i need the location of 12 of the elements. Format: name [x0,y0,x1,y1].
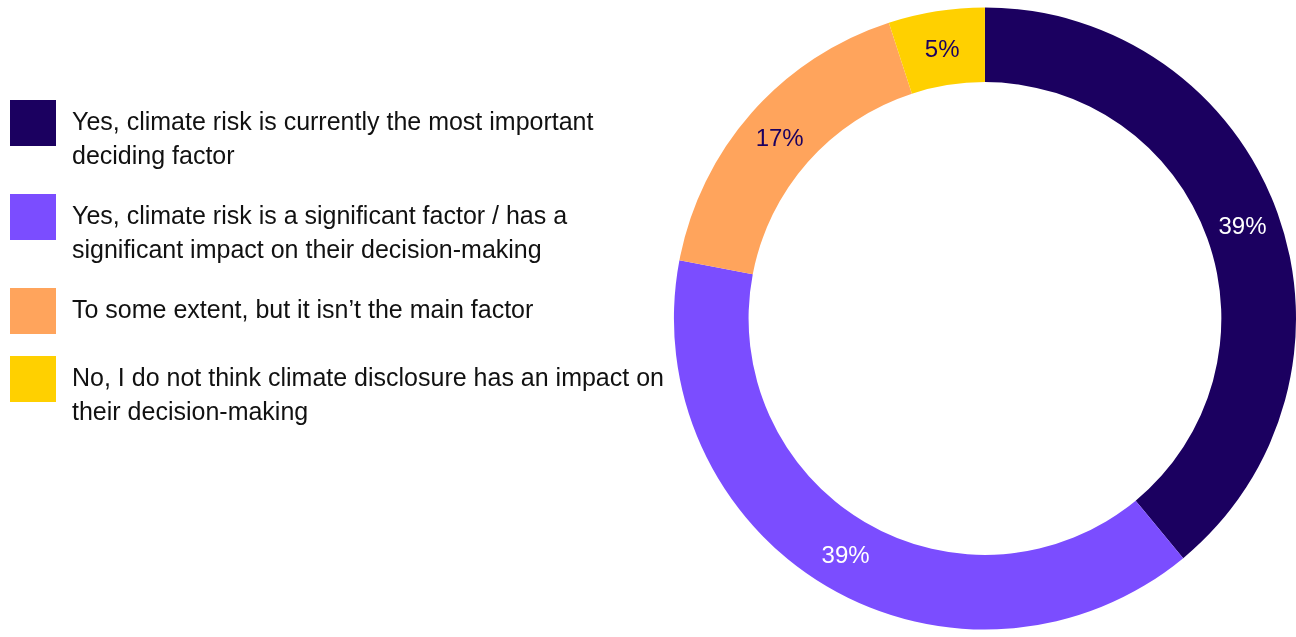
data-label: 39% [1218,212,1267,240]
donut-slice [674,260,1184,630]
legend-label: Yes, climate risk is currently the most important deciding factor [72,106,595,171]
data-label: 17% [755,123,804,151]
donut-slice [679,22,912,275]
donut-slice [888,7,985,94]
legend-label: No, I do not think climate disclosure has an impact on their decision-making [72,362,665,427]
legend-label: Yes, climate risk is a significant factor / has a significant impact on their decision-making [72,200,569,265]
legend-label: To some extent, but it isn’t the main factor [72,294,534,325]
donut-slice [984,7,1296,559]
data-label: 5% [924,34,960,62]
data-label: 39% [821,540,870,568]
